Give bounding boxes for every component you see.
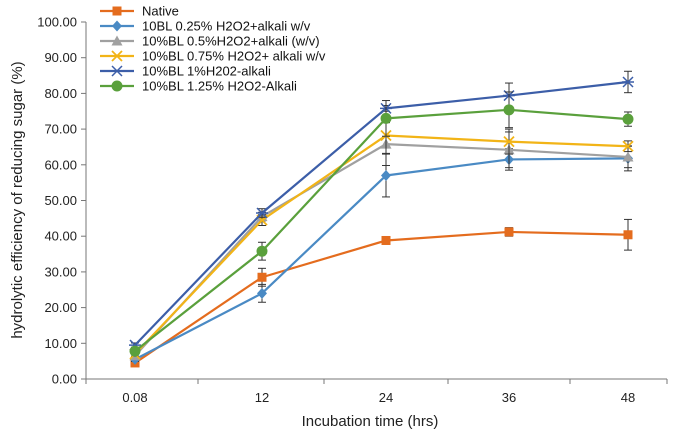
data-point <box>622 140 634 152</box>
data-point <box>112 6 122 16</box>
series-6 <box>129 91 634 357</box>
y-axis-title: hydrolytic efficiency of reducing sugar … <box>9 61 26 338</box>
data-point <box>622 151 634 162</box>
data-point <box>623 230 633 240</box>
y-tick-label: 80.00 <box>44 86 77 101</box>
data-point <box>503 104 515 116</box>
y-tick-label: 90.00 <box>44 50 77 65</box>
y-tick-label: 10.00 <box>44 336 77 351</box>
x-tick-label: 36 <box>502 390 516 405</box>
legend-label: 10%BL 1.25% H2O2-Alkali <box>142 79 297 94</box>
data-point <box>111 80 123 92</box>
x-axis-title: Incubation time (hrs) <box>302 413 439 430</box>
series-layer <box>129 70 634 368</box>
legend-item-1: Native <box>100 4 179 19</box>
data-point <box>111 50 123 62</box>
data-point <box>622 76 634 88</box>
y-tick-label: 70.00 <box>44 122 77 137</box>
y-tick-label: 30.00 <box>44 264 77 279</box>
legend-item-2: 10BL 0.25% H2O2+alkali w/v <box>100 19 311 34</box>
data-point <box>257 287 267 299</box>
y-tick-label: 20.00 <box>44 300 77 315</box>
y-tick-label: 50.00 <box>44 193 77 208</box>
data-point <box>381 235 391 245</box>
y-tick-label: 0.00 <box>52 372 77 387</box>
data-point <box>111 35 123 46</box>
legend-label: 10%BL 0.75% H2O2+ alkali w/v <box>142 49 326 64</box>
series-1 <box>130 218 633 368</box>
y-tick-label: 60.00 <box>44 157 77 172</box>
x-tick-label: 48 <box>621 390 635 405</box>
legend-label: 10BL 0.25% H2O2+alkali w/v <box>142 19 311 34</box>
legend-item-3: 10%BL 0.5%H2O2+alkali (w/v) <box>100 34 320 49</box>
data-point <box>503 135 515 148</box>
legend-item-4: 10%BL 0.75% H2O2+ alkali w/v <box>100 49 326 64</box>
legend-item-6: 10%BL 1.25% H2O2-Alkali <box>100 79 297 94</box>
axes: 0.00 10.00 20.00 30.00 40.00 50.00 60.00 70.00 8… <box>37 15 668 405</box>
x-tick-label: 0.08 <box>122 390 147 405</box>
series-line <box>134 157 629 361</box>
data-point <box>381 170 391 182</box>
data-point <box>256 207 268 219</box>
y-tick-label: 40.00 <box>44 229 77 244</box>
data-point <box>622 113 634 125</box>
series-line <box>134 230 629 364</box>
legend-label: 10%BL 1%H202-alkali <box>142 64 271 79</box>
data-point <box>129 345 141 357</box>
data-point <box>257 272 267 282</box>
x-tick-label: 24 <box>379 390 393 405</box>
data-point <box>380 112 392 124</box>
series-2 <box>130 145 633 365</box>
x-tick-label: 12 <box>255 390 269 405</box>
data-point <box>256 245 268 257</box>
legend-label: Native <box>142 4 179 19</box>
data-point <box>111 65 123 77</box>
y-tick-label: 100.00 <box>37 15 77 30</box>
legend-label: 10%BL 0.5%H2O2+alkali (w/v) <box>142 34 320 49</box>
legend-item-5: 10%BL 1%H202-alkali <box>100 64 271 79</box>
data-point <box>112 20 122 32</box>
data-point <box>504 227 514 237</box>
